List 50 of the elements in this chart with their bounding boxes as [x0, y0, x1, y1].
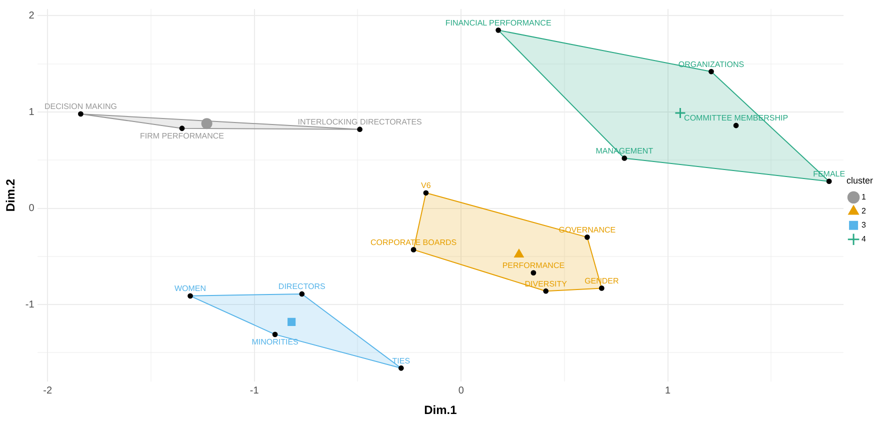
data-label: MINORITIES [252, 338, 298, 347]
point [496, 27, 502, 33]
data-label: PERFORMANCE [502, 261, 565, 270]
point [584, 234, 590, 240]
data-label: DECISION MAKING [44, 102, 117, 112]
data-label: ORGANIZATIONS [678, 60, 744, 69]
legend-label: 1 [862, 192, 867, 202]
legend-label: 4 [862, 234, 867, 244]
legend-label: 3 [862, 220, 867, 230]
data-label: DIVERSITY [524, 279, 568, 288]
x-tick-label: -1 [250, 385, 260, 396]
point [201, 118, 212, 130]
data-label: DIRECTORS [278, 282, 326, 292]
point [78, 111, 84, 117]
x-axis-title: Dim.1 [424, 403, 458, 418]
point [299, 291, 305, 297]
data-label: V6 [421, 181, 432, 190]
y-tick-label: 1 [28, 106, 35, 118]
data-label: WOMEN [174, 284, 206, 294]
x-tick-label: 0 [458, 385, 464, 396]
point [272, 332, 278, 338]
legend-label: 2 [862, 206, 867, 216]
x-tick-label: -2 [43, 385, 53, 396]
data-label: FINANCIAL PERFORMANCE [445, 18, 552, 28]
data-label: TIES [392, 356, 410, 366]
point [622, 156, 628, 161]
point [826, 178, 832, 184]
point [398, 365, 404, 371]
y-axis-title: Dim.2 [4, 178, 18, 212]
legend-title: cluster [846, 176, 874, 186]
point [357, 126, 362, 132]
data-label: FIRM PERFORMANCE [140, 132, 224, 141]
data-label: INTERLOCKING DIRECTORATES [298, 118, 422, 127]
point [733, 122, 739, 128]
y-tick-label: 2 [28, 10, 35, 22]
y-tick-label: -1 [25, 299, 35, 310]
data-label: GOVERNANCE [558, 225, 616, 234]
point [674, 107, 686, 119]
point [288, 318, 296, 326]
point [598, 286, 604, 291]
point [188, 293, 193, 299]
point [543, 288, 549, 294]
point [514, 249, 524, 258]
point [410, 247, 416, 252]
point [530, 270, 536, 276]
y-tick-label: 0 [28, 203, 35, 214]
point [708, 68, 714, 74]
x-tick-label: 1 [665, 385, 672, 396]
point [179, 126, 185, 132]
point [423, 190, 429, 196]
